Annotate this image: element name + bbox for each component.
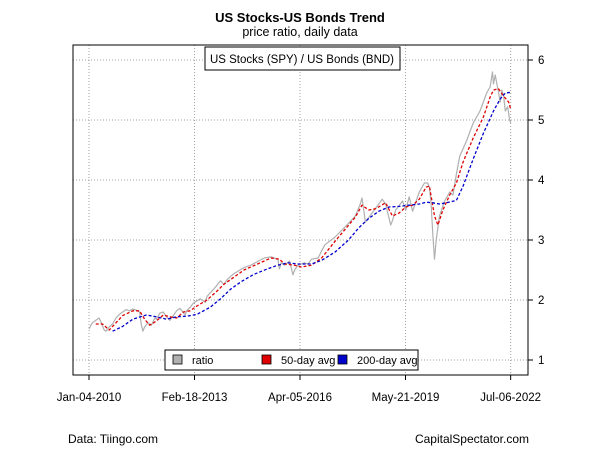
y-tick-label-4: 5 — [538, 115, 544, 127]
legend-swatch-200day — [337, 354, 348, 365]
y-tick-label-2: 3 — [538, 235, 544, 247]
x-tick-label-2: Apr-05-2016 — [268, 392, 332, 404]
legend-label-50day: 50-day avg — [281, 355, 335, 367]
legend: ratio 50-day avg 200-day avg — [164, 349, 419, 371]
legend-swatch-50day — [261, 354, 272, 365]
legend-swatch-ratio — [172, 354, 183, 365]
series-label: US Stocks (SPY) / US Bonds (BND) — [210, 54, 394, 66]
grid-lines — [73, 45, 528, 375]
chart-title: US Stocks-US Bonds Trend — [215, 10, 385, 25]
x-tick-label-1: Feb-18-2013 — [162, 392, 228, 404]
ratio-series-line — [88, 71, 512, 332]
chart-subtitle: price ratio, daily data — [242, 25, 358, 39]
y-tick-label-3: 4 — [538, 175, 545, 187]
x-tick-label-0: Jan-04-2010 — [57, 392, 122, 404]
data-source-note: Data: Tiingo.com — [68, 432, 159, 446]
ma200-series-line — [112, 91, 511, 332]
y-axis: 1 2 3 4 5 6 — [528, 55, 545, 367]
site-credit: CapitalSpectator.com — [414, 432, 529, 446]
y-tick-label-5: 6 — [538, 55, 544, 67]
series-label-box: US Stocks (SPY) / US Bonds (BND) — [204, 46, 401, 71]
y-tick-label-1: 2 — [538, 295, 544, 307]
x-axis: Jan-04-2010 Feb-18-2013 Apr-05-2016 May-21-… — [57, 375, 541, 404]
legend-label-ratio: ratio — [192, 355, 213, 367]
y-tick-label-0: 1 — [538, 355, 544, 367]
x-tick-label-3: May-21-2019 — [372, 392, 440, 404]
legend-label-200day: 200-day avg — [357, 355, 418, 367]
ma50-series-line — [95, 88, 512, 331]
x-tick-label-4: Jul-06-2022 — [480, 392, 541, 404]
series-lines — [88, 71, 512, 332]
